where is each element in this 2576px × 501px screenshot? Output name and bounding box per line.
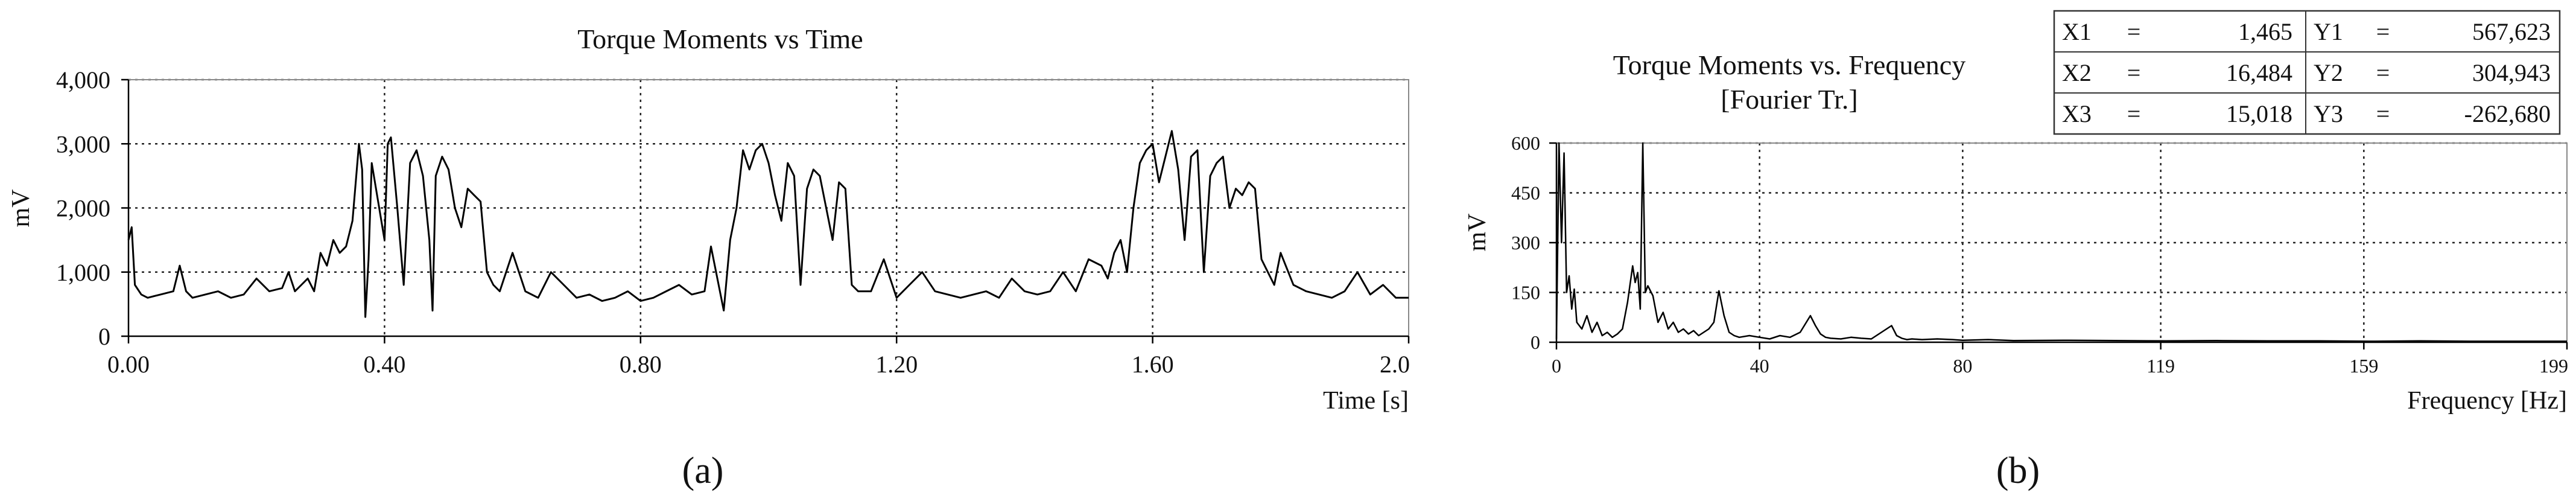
chart-b-subtitle: [Fourier Tr.] [1721,84,1857,115]
chart-b: Torque Moments vs. Frequency [Fourier Tr… [1464,10,2568,491]
y-tick-label: 4,000 [56,66,110,94]
cursor-table-cell: X1 [2062,18,2092,45]
cursor-table-border [2053,10,2561,135]
y-tick-label: 0 [1531,331,1540,353]
x-tick-label: 119 [2146,355,2175,377]
chart-a-grid [128,78,1409,336]
y-tick-label: 300 [1511,232,1540,254]
chart-a-xlabel: Time [s] [1323,387,1409,415]
x-tick-label: 80 [1953,355,1972,377]
chart-a-x-ticks: 0.00 0.40 0.80 1.20 1.60 2.0 [107,336,1410,378]
x-tick-label: 2.0 [1380,351,1410,378]
x-tick-label: 0 [1552,355,1561,377]
cursor-table-cell: Y3 [2314,100,2343,127]
chart-a-plot-frame [128,79,1409,337]
chart-a-series-line [127,130,1409,318]
y-tick-label: 1,000 [56,259,110,286]
x-tick-label: 1.20 [875,351,918,378]
y-tick-label: 3,000 [56,130,110,158]
chart-b-ylabel: mV [1464,214,1491,252]
cursor-table-cell: 16,484 [2226,59,2292,86]
chart-b-title: Torque Moments vs. Frequency [1613,49,1965,80]
x-tick-label: 0.00 [107,351,150,378]
y-tick-label: 600 [1511,132,1540,154]
chart-b-panel-label: (b) [1996,450,2040,491]
chart-a-axes [127,80,1409,337]
cursor-table-cell: Y2 [2314,59,2343,86]
y-tick-label: 0 [98,323,110,350]
cursor-table: X1 = 1,465 Y1 = 567,623 X2 = 16,484 Y2 = 304,943 X3 =… [2053,10,2561,135]
cursor-table-cell: -262,680 [2464,100,2551,127]
chart-a-y-ticks: 0 1,000 2,000 3,000 4,000 [56,66,128,350]
cursor-table-cell: = [2127,59,2141,86]
chart-b-grid [1556,142,2567,342]
cursor-table-cell: 15,018 [2226,100,2292,127]
chart-a-ylabel: mV [7,190,35,228]
cursor-table-cell: = [2376,100,2390,127]
cursor-table-cell: 1,465 [2238,18,2292,45]
cursor-table-cell: X2 [2062,59,2092,86]
cursor-table-cell: 567,623 [2472,18,2551,45]
cursor-table-cell: = [2376,59,2390,86]
cursor-table-cell: Y1 [2314,18,2343,45]
chart-a-panel-label: (a) [682,450,724,491]
cursor-table-cell: X3 [2062,100,2092,127]
cursor-table-cell: = [2127,18,2141,45]
x-tick-label: 159 [2349,355,2378,377]
y-tick-label: 2,000 [56,195,110,222]
chart-a: Torque Moments vs Time 0 1,000 2,000 3,000 4… [7,24,1410,491]
cursor-table-cell: 304,943 [2472,59,2551,86]
chart-b-x-ticks: 0 40 80 119 159 199 [1552,342,2568,377]
x-tick-label: 0.40 [363,351,405,378]
y-tick-label: 450 [1511,182,1540,204]
x-tick-label: 1.60 [1132,351,1174,378]
chart-b-series-line [1555,142,2567,342]
x-tick-label: 40 [1750,355,1769,377]
x-tick-label: 199 [2539,355,2568,377]
x-tick-label: 0.80 [620,351,662,378]
y-tick-label: 150 [1511,282,1540,304]
cursor-table-cell: = [2376,18,2390,45]
chart-b-xlabel: Frequency [Hz] [2407,387,2567,415]
cursor-table-cell: = [2127,100,2141,127]
chart-b-y-ticks: 0 150 300 450 600 [1511,132,1556,353]
chart-a-title: Torque Moments vs Time [577,24,863,54]
